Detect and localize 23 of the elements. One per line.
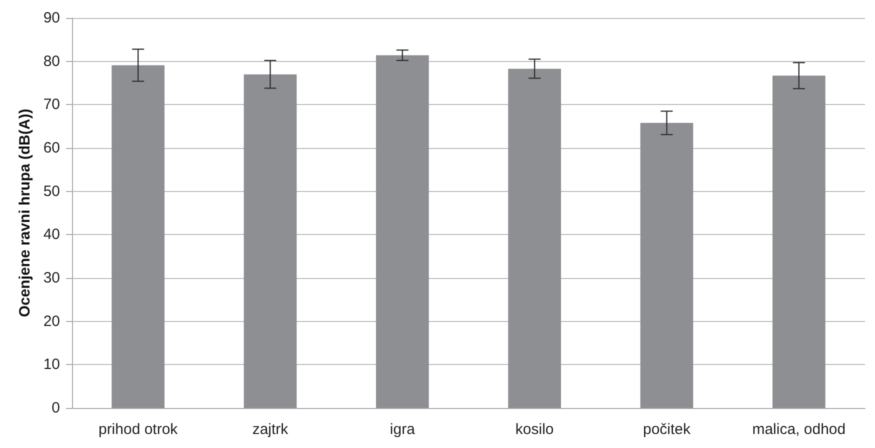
y-tick-label: 20 <box>43 312 60 330</box>
y-tick-label: 60 <box>43 140 60 156</box>
y-tick-label: 40 <box>43 226 60 244</box>
y-axis-title: Ocenjene ravni hrupa (dB(A)) <box>16 108 34 318</box>
x-tick-label: zajtrk <box>252 421 289 438</box>
y-tick-label: 0 <box>52 400 60 416</box>
x-tick-label: prihod otrok <box>98 421 178 438</box>
x-tick-label: kosilo <box>515 421 554 438</box>
bar <box>772 76 826 408</box>
x-tick-label: malica, odhod <box>752 421 846 438</box>
y-tick-label: 90 <box>43 10 60 26</box>
bar <box>640 122 694 408</box>
bar <box>376 55 429 408</box>
y-tick-label: 30 <box>43 270 60 286</box>
bar <box>112 65 165 408</box>
y-tick-label: 80 <box>43 52 60 70</box>
y-tick-label: 50 <box>43 182 60 200</box>
bar <box>244 74 297 408</box>
x-tick-label: igra <box>390 421 416 438</box>
y-tick-label: 70 <box>43 96 60 114</box>
bar <box>508 68 562 408</box>
y-tick-label: 10 <box>43 356 60 374</box>
x-tick-label: počitek <box>642 421 692 438</box>
